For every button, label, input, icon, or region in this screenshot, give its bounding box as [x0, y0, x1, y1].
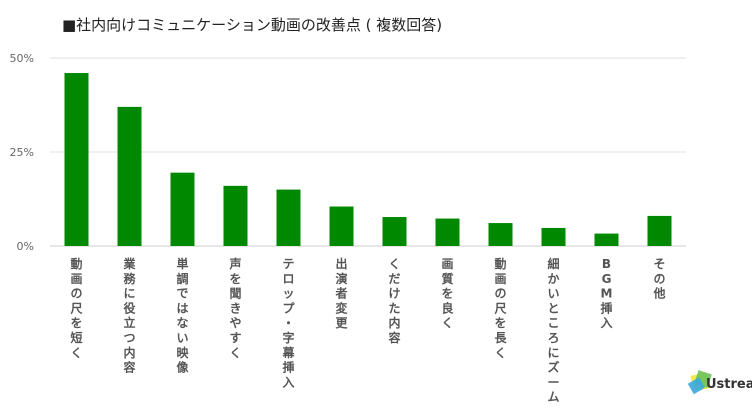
y-tick-label: 0% [17, 240, 34, 253]
x-tick-label: 細かいところにズーム [547, 256, 559, 404]
x-tick-label: その他 [652, 257, 665, 301]
bar-1 [64, 73, 89, 246]
bar-3 [170, 172, 195, 246]
x-tick-label: B G M 挿入 [600, 257, 612, 330]
bar-10 [541, 227, 566, 246]
bar-12 [647, 215, 672, 246]
bar-8 [435, 218, 460, 246]
x-tick-label: 画質を良く [441, 257, 453, 330]
y-tick-label: 25% [10, 146, 34, 159]
x-tick-label: 動画の尺を長く [494, 256, 507, 360]
x-tick-label: 単調ではない映像 [176, 256, 189, 375]
x-tick-label: 業務に役立つ内容 [122, 256, 136, 375]
bar-5 [276, 189, 301, 246]
brand-name: Ustream [706, 377, 752, 392]
ustream-logo-icon [687, 370, 712, 395]
bars [64, 73, 672, 246]
brand-logo: Ustream [687, 370, 752, 395]
y-axis-ticks: 0% 25% 50% [10, 52, 34, 253]
x-tick-label: 声を聞きやすく [228, 256, 241, 360]
bar-11 [594, 233, 619, 246]
x-tick-label: テロップ・字幕挿入 [281, 257, 295, 389]
gridlines [50, 57, 686, 247]
bar-7 [382, 217, 407, 246]
y-tick-label: 50% [10, 52, 34, 65]
x-tick-label: 動画の尺を短く [70, 256, 82, 360]
x-tick-label: 出演者変更 [334, 256, 348, 330]
bar-6 [329, 206, 354, 246]
bar-4 [223, 185, 248, 246]
chart-title: ■社内向けコミュニケーション動画の改善点 ( 複数回答) [62, 16, 442, 34]
logo-square-blue [687, 377, 706, 395]
bar-2 [117, 106, 142, 246]
x-axis-labels: 動画の尺を短く 業務に役立つ内容 単調ではない映像 声を聞きやすく テロップ・字幕挿入 出… [70, 256, 665, 404]
x-tick-label: くだけた内容 [387, 257, 400, 345]
bar-9 [488, 223, 513, 246]
